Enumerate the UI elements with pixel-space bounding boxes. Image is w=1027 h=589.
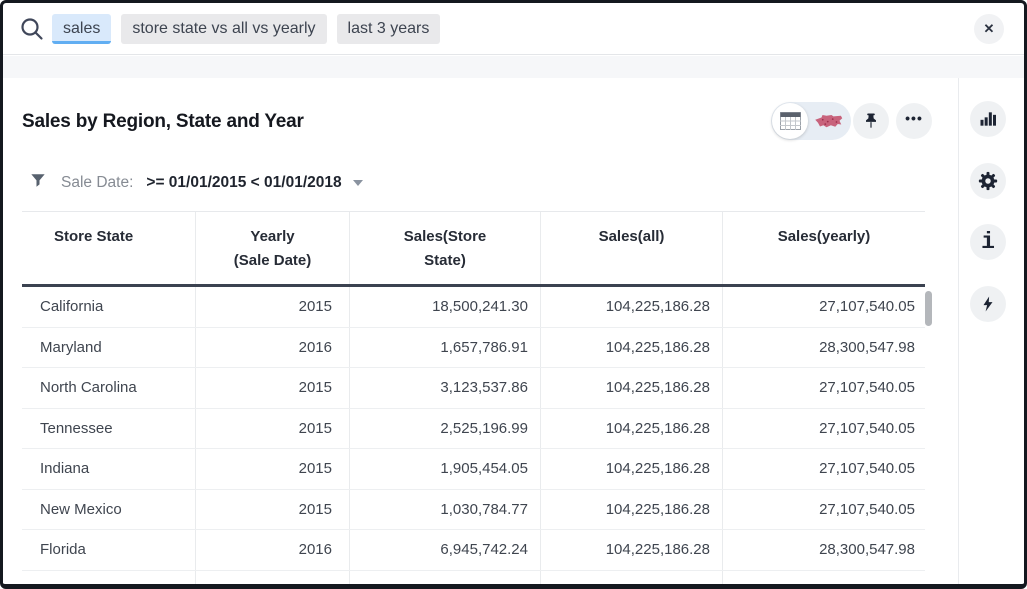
cell-value: 2015 <box>195 287 349 327</box>
table-body: California201518,500,241.30104,225,186.2… <box>22 287 925 584</box>
cell-value: 104,225,186.28 <box>540 287 722 327</box>
table-row[interactable]: Indiana20151,905,454.05104,225,186.2827,… <box>22 449 925 490</box>
cell-store-state: Florida <box>22 530 195 570</box>
table-header-row: Store StateYearly(Sale Date)Sales(StoreS… <box>22 211 925 287</box>
cell-store-state: Maryland <box>22 328 195 368</box>
table-row[interactable]: Tennessee20152,525,196.99104,225,186.282… <box>22 409 925 450</box>
close-icon[interactable]: ✕ <box>974 14 1004 44</box>
cell-value: 104,225,186.28 <box>540 530 722 570</box>
view-toggle[interactable] <box>771 102 851 140</box>
cell-value: 2016 <box>195 530 349 570</box>
column-header[interactable]: Sales(yearly) <box>722 212 925 284</box>
table-row[interactable]: New Mexico20151,030,784.77104,225,186.28… <box>22 490 925 531</box>
cell-value: 2,525,196.99 <box>349 409 540 449</box>
table-row[interactable]: North Carolina20153,123,537.86104,225,18… <box>22 368 925 409</box>
more-options-icon[interactable]: ••• <box>896 103 932 139</box>
data-table: Store StateYearly(Sale Date)Sales(StoreS… <box>22 211 925 584</box>
table-row[interactable]: Maryland20161,657,786.91104,225,186.2828… <box>22 328 925 369</box>
cell-value: 1,030,784.77 <box>349 490 540 530</box>
cell-empty <box>195 571 349 585</box>
map-view-icon[interactable] <box>814 110 844 137</box>
right-rail: i <box>959 78 1024 584</box>
column-header[interactable]: Sales(all) <box>540 212 722 284</box>
search-tokens[interactable]: sales store state vs all vs yearly last 3 … <box>52 14 450 44</box>
cell-value: 1,657,786.91 <box>349 328 540 368</box>
filter-row[interactable]: Sale Date: >= 01/01/2015 < 01/01/2018 <box>30 172 363 194</box>
search-token[interactable]: sales <box>52 14 111 44</box>
table-view-icon[interactable] <box>772 103 808 139</box>
filter-icon <box>30 172 46 194</box>
cell-value: 1,905,454.05 <box>349 449 540 489</box>
cell-store-state: Tennessee <box>22 409 195 449</box>
search-token[interactable]: last 3 years <box>337 14 441 44</box>
cell-empty <box>540 571 722 585</box>
cell-value: 104,225,186.28 <box>540 490 722 530</box>
cell-store-state: Indiana <box>22 449 195 489</box>
cell-value: 104,225,186.28 <box>540 409 722 449</box>
search-icon <box>18 15 46 43</box>
lightning-icon[interactable] <box>970 286 1006 322</box>
cell-value: 6,945,742.24 <box>349 530 540 570</box>
gear-icon[interactable] <box>970 163 1006 199</box>
cell-empty <box>22 571 195 585</box>
cell-value: 27,107,540.05 <box>722 490 925 530</box>
page-background-band <box>3 56 1024 78</box>
search-token[interactable]: store state vs all vs yearly <box>121 14 326 44</box>
search-bar[interactable]: sales store state vs all vs yearly last 3 … <box>3 3 1024 55</box>
table-row[interactable]: California201518,500,241.30104,225,186.2… <box>22 287 925 328</box>
cell-store-state: North Carolina <box>22 368 195 408</box>
cell-value: 104,225,186.28 <box>540 328 722 368</box>
bar-chart-icon[interactable] <box>970 101 1006 137</box>
cell-value: 27,107,540.05 <box>722 449 925 489</box>
cell-value: 27,107,540.05 <box>722 368 925 408</box>
table-scrollbar[interactable] <box>925 291 932 326</box>
cell-store-state: California <box>22 287 195 327</box>
cell-value: 2016 <box>195 328 349 368</box>
info-icon[interactable]: i <box>970 224 1006 260</box>
table-row-partial <box>22 571 925 585</box>
cell-value: 104,225,186.28 <box>540 449 722 489</box>
pin-icon[interactable] <box>853 103 889 139</box>
filter-label: Sale Date: <box>61 174 133 192</box>
cell-value: 2015 <box>195 449 349 489</box>
filter-value[interactable]: >= 01/01/2015 < 01/01/2018 <box>146 174 341 192</box>
cell-value: 2015 <box>195 490 349 530</box>
table-row[interactable]: Florida20166,945,742.24104,225,186.2828,… <box>22 530 925 571</box>
cell-value: 28,300,547.98 <box>722 530 925 570</box>
chevron-down-icon[interactable] <box>353 180 363 186</box>
column-header[interactable]: Sales(StoreState) <box>349 212 540 284</box>
cell-value: 2015 <box>195 409 349 449</box>
cell-value: 18,500,241.30 <box>349 287 540 327</box>
cell-value: 2015 <box>195 368 349 408</box>
cell-value: 3,123,537.86 <box>349 368 540 408</box>
cell-empty <box>349 571 540 585</box>
app-window: sales store state vs all vs yearly last 3 … <box>0 0 1027 589</box>
column-header[interactable]: Yearly(Sale Date) <box>195 212 349 284</box>
page-title: Sales by Region, State and Year <box>22 111 304 133</box>
column-header[interactable]: Store State <box>22 212 195 284</box>
cell-value: 27,107,540.05 <box>722 287 925 327</box>
cell-value: 28,300,547.98 <box>722 328 925 368</box>
cell-value: 104,225,186.28 <box>540 368 722 408</box>
cell-store-state: New Mexico <box>22 490 195 530</box>
cell-value: 27,107,540.05 <box>722 409 925 449</box>
cell-empty <box>722 571 925 585</box>
